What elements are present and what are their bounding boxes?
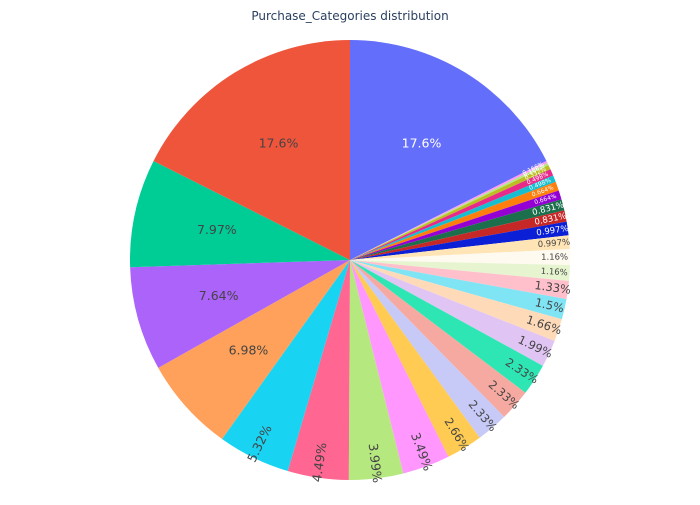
slice-label: 17.6%	[259, 135, 299, 150]
slice-label: 7.64%	[199, 288, 239, 303]
pie-slice[interactable]	[350, 260, 567, 320]
slice-label: 1.5%	[534, 295, 566, 315]
pie-slice[interactable]	[350, 199, 565, 260]
pie-slice[interactable]	[350, 260, 526, 417]
slice-label: 1.33%	[534, 278, 572, 297]
pie-slice[interactable]	[350, 260, 543, 393]
pie-slice[interactable]	[129, 160, 350, 268]
pie-slice[interactable]	[350, 260, 570, 281]
slice-label: 0.997%	[537, 238, 570, 251]
pie-slice[interactable]	[350, 260, 569, 300]
pie-slice[interactable]	[350, 181, 559, 260]
slice-label: 4.49%	[309, 441, 330, 483]
pie-slice[interactable]	[350, 235, 570, 260]
slice-label: 6.98%	[229, 343, 269, 358]
pie-slice[interactable]	[350, 169, 554, 260]
pie-slices	[129, 40, 570, 481]
pie-slice[interactable]	[348, 260, 404, 481]
pie-slice[interactable]	[350, 163, 549, 260]
pie-slice[interactable]	[158, 260, 350, 439]
pie-slice[interactable]	[222, 260, 350, 471]
pie-slice[interactable]	[350, 260, 505, 438]
pie-slice[interactable]	[287, 260, 350, 480]
pie-slice[interactable]	[350, 260, 562, 341]
pie-slice[interactable]	[350, 165, 551, 260]
slice-label: 1.16%	[541, 252, 568, 262]
pie-slice[interactable]	[153, 40, 350, 260]
pie-slice[interactable]	[350, 40, 547, 260]
pie-slice[interactable]	[350, 175, 556, 260]
slice-label: 7.97%	[197, 222, 237, 237]
pie-slice[interactable]	[350, 160, 548, 260]
pie-slice[interactable]	[350, 260, 480, 457]
pie-slice[interactable]	[350, 248, 570, 265]
slice-label: 0.997%	[536, 224, 570, 239]
pie-slice[interactable]	[350, 260, 449, 474]
pie-slice[interactable]	[350, 221, 569, 260]
pie-slice[interactable]	[350, 260, 555, 366]
chart-title: Purchase_Categories distribution	[251, 9, 449, 23]
pie-slice[interactable]	[130, 260, 350, 368]
pie-slice[interactable]	[350, 190, 562, 260]
slice-label: 17.6%	[402, 135, 442, 150]
pie-slice[interactable]	[350, 210, 567, 260]
slice-label: 1.16%	[540, 267, 568, 279]
slice-label: 3.99%	[366, 442, 386, 483]
